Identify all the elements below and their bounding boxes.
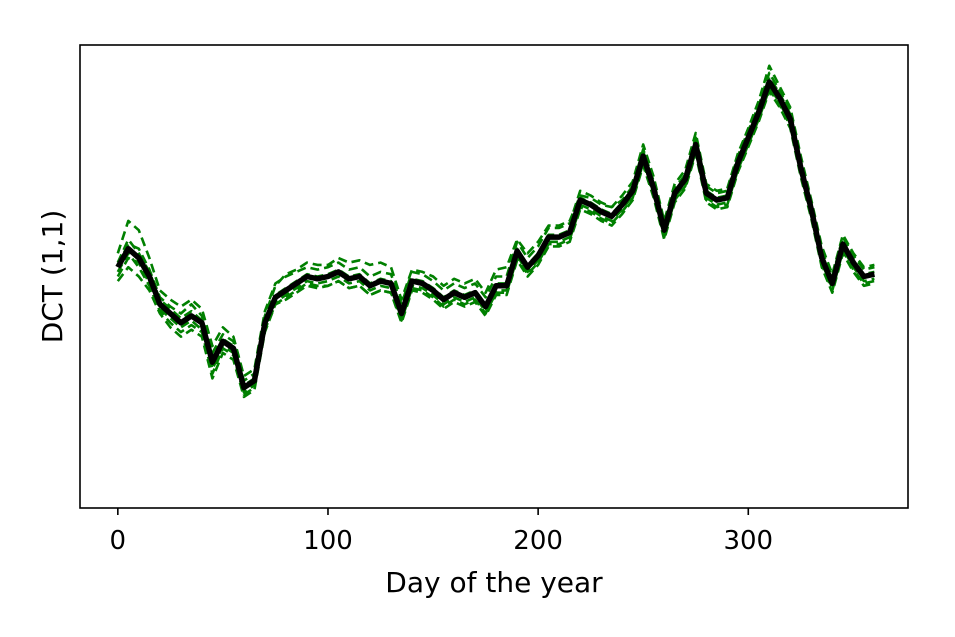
x-tick-label-100: 100 <box>303 526 353 556</box>
y-axis-label: DCT (1,1) <box>36 210 69 344</box>
series-line-mean <box>115 79 875 391</box>
x-tick-label-300: 300 <box>723 526 773 556</box>
series-layer <box>115 64 875 399</box>
x-tick-label-0: 0 <box>110 526 127 556</box>
series-line-ensemble-6 <box>116 87 875 396</box>
x-axis-label: Day of the year <box>385 566 603 599</box>
x-axis-ticks: 0 100 200 300 <box>110 508 773 556</box>
x-tick-label-200: 200 <box>513 526 563 556</box>
plot-frame <box>79 44 909 509</box>
